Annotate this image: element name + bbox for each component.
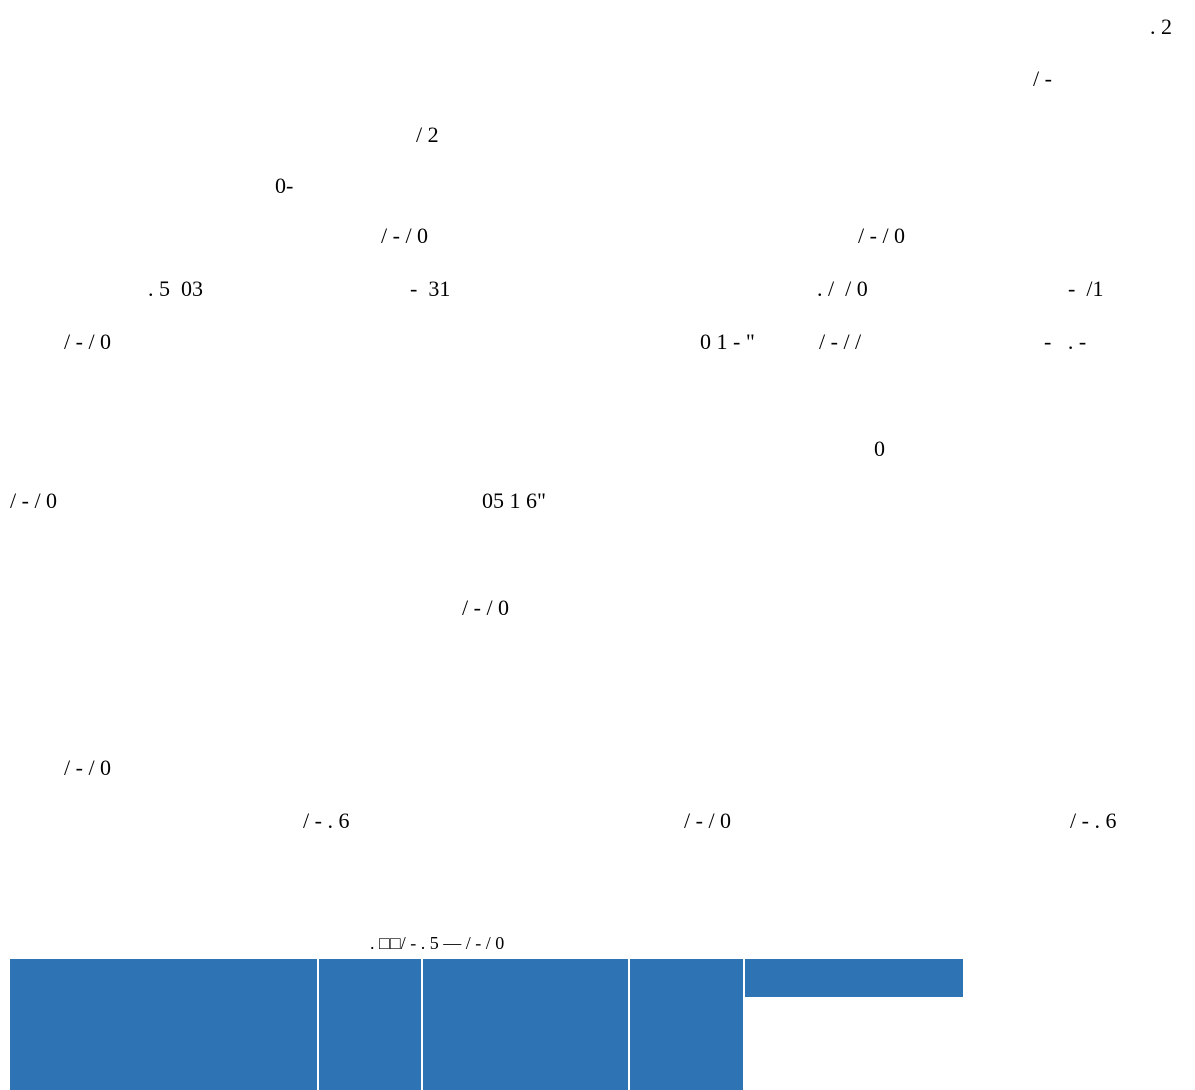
line-11-text: / - / 0	[64, 755, 112, 780]
line-7-c-text: / - / /	[819, 329, 862, 354]
line-7-b-text: 0 1 - "	[700, 329, 755, 354]
line-2-right-text: / -	[1033, 66, 1052, 91]
line-7-a-text: / - / 0	[64, 329, 112, 354]
line-6-c-text: . / / 0	[817, 276, 868, 301]
line-6-b-text: - 31	[410, 276, 451, 301]
line-6-a-text: . 5 03	[148, 276, 203, 301]
line-5-left-text: / - / 0	[381, 223, 429, 248]
line-9-right-text: 05 1 6"	[482, 488, 546, 513]
header-right-text: . 2	[1150, 14, 1172, 39]
line-3-text: / 2	[416, 122, 439, 147]
table-cell-1	[10, 959, 317, 1090]
line-6-d-text: - /1	[1068, 276, 1104, 301]
line-12-b-text: / - / 0	[684, 808, 732, 833]
line-7-d-text: - . -	[1044, 329, 1087, 354]
table-cell-5	[745, 959, 963, 997]
line-4-text: 0-	[275, 173, 294, 198]
line-5-right-text: / - / 0	[858, 223, 906, 248]
line-10-text: / - / 0	[462, 595, 510, 620]
table-cell-2	[319, 959, 421, 1090]
line-8-text: 0	[874, 436, 885, 461]
table-cell-4	[630, 959, 743, 1090]
line-12-c-text: / - . 6	[1070, 808, 1117, 833]
table-caption: . □□/ - . 5 — / - / 0	[370, 933, 505, 953]
line-9-left-text: / - / 0	[10, 488, 58, 513]
line-12-a-text: / - . 6	[303, 808, 350, 833]
table-cell-3	[423, 959, 628, 1090]
